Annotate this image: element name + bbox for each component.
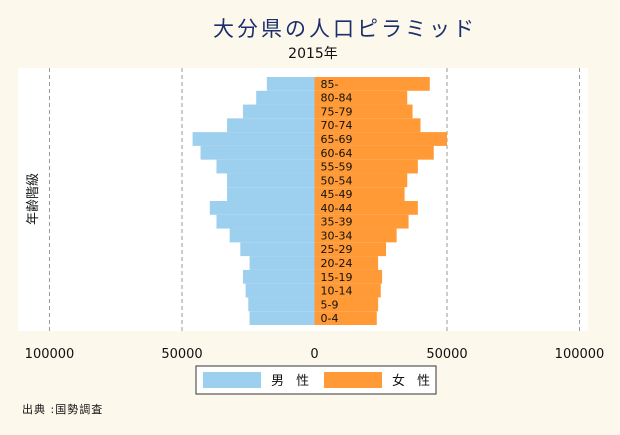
legend-label-female: 女 性 [392,373,434,389]
age-label: 80-84 [321,92,353,105]
age-label: 35-39 [321,216,353,229]
bar-male-30-34 [230,229,315,243]
bar-male-75-79 [243,105,315,119]
legend-swatch-female [324,372,382,388]
age-label: 85- [321,78,339,91]
bar-male-35-39 [216,215,314,229]
x-tick-label: 50000 [426,347,467,362]
age-label: 55-59 [321,161,353,174]
bar-male-45-49 [227,187,314,201]
bar-male-80-84 [256,91,314,105]
x-tick-labels-group: 100000 50000 0 50000 100000 [25,347,605,362]
age-label: 75-79 [321,105,353,118]
chart-subtitle: 2015年 [288,46,338,62]
bar-male-10-14 [246,284,315,298]
bar-male-70-74 [227,118,314,132]
age-label: 70-74 [321,119,353,132]
chart-title: 大分県の人口ピラミッド [213,17,477,41]
age-label: 20-24 [321,257,353,270]
age-label: 60-64 [321,147,353,160]
age-label: 15-19 [321,271,353,284]
age-label: 40-44 [321,202,353,215]
age-labels-group: 0-45-910-1415-1920-2425-2930-3435-3940-4… [321,78,353,325]
bar-male-65-69 [193,132,315,146]
bar-male-55-59 [216,160,314,174]
age-label: 30-34 [321,229,353,242]
bar-male-5-9 [248,297,314,311]
bar-male-0-4 [250,311,315,325]
bar-male-50-54 [227,173,314,187]
x-tick-label: 50000 [161,347,202,362]
x-tick-label: 100000 [555,347,605,362]
age-label: 25-29 [321,243,353,256]
age-label: 45-49 [321,188,353,201]
bar-male-60-64 [201,146,315,160]
x-tick-label: 0 [310,347,318,362]
age-label: 5-9 [321,298,339,311]
age-label: 65-69 [321,133,353,146]
legend: 男 性 女 性 [196,366,436,394]
y-axis-label: 年齢階級 [26,173,41,225]
bar-male-40-44 [210,201,315,215]
legend-label-male: 男 性 [271,374,313,389]
x-tick-label: 100000 [25,347,75,362]
source-note: 出典 :国勢調査 [22,402,103,416]
legend-swatch-male [203,372,261,388]
age-label: 10-14 [321,285,353,298]
bar-male-15-19 [243,270,315,284]
age-label: 0-4 [321,312,339,325]
bar-male-85- [267,77,315,91]
bar-male-20-24 [250,256,315,270]
age-label: 50-54 [321,174,353,187]
bar-male-25-29 [240,242,314,256]
